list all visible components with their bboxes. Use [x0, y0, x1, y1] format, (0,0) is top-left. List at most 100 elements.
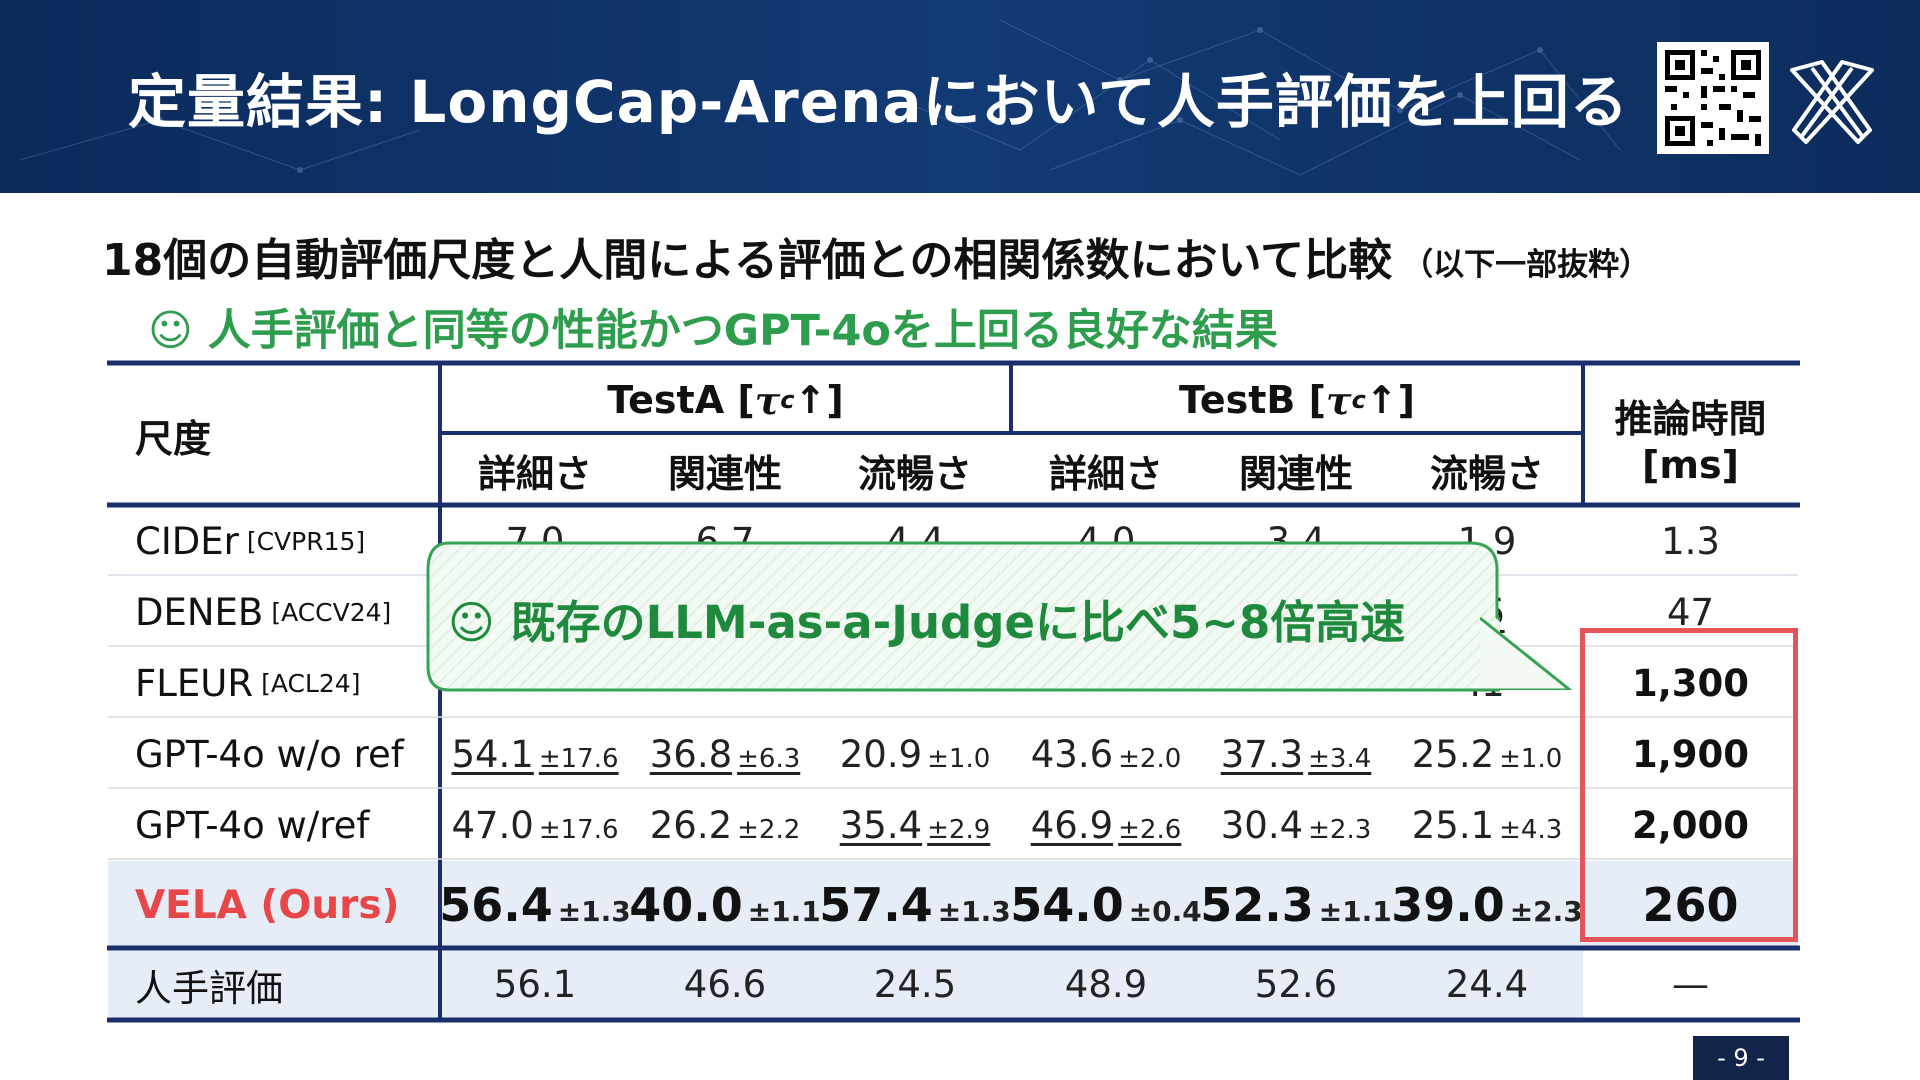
row-label: GPT-4o w/ref [135, 790, 369, 860]
cell-std: ±2.9 [927, 814, 991, 845]
qr-code-icon [1665, 50, 1761, 146]
venue-label: [CVPR15] [246, 526, 366, 556]
inference-time-header: 推論時間 [ms] [1583, 370, 1798, 504]
subheader-1: 関連性 [667, 451, 782, 496]
row-label: GPT-4o w/o ref [135, 719, 404, 789]
cell-value: 54.1 [451, 732, 534, 776]
metric-name: DENEB [135, 590, 264, 634]
table-cell: 36.8 ±6.3 [630, 719, 820, 789]
cell-value: 24.5 [873, 963, 957, 1006]
cell-value: 52.6 [1254, 963, 1338, 1006]
cell-value: 39.0 [1391, 878, 1505, 932]
testA-header: TestA [τ c ↑] [440, 368, 1011, 432]
tau-subscript: c [1351, 386, 1366, 414]
row-label: VELA (Ours) [135, 862, 399, 948]
inference-time-cell: 1,900 [1631, 732, 1750, 776]
cell-std: ±1.3 [937, 895, 1011, 928]
table-cell: 54.0 ±0.4 [1010, 862, 1202, 948]
cell-value: 46.9 [1030, 803, 1114, 847]
metric-name: 人手評価 [135, 966, 283, 1010]
cell-value: 40.0 [629, 878, 743, 932]
inference-time-cell: 47 [1666, 590, 1715, 634]
cell-std: ±1.1 [747, 895, 821, 928]
metric-name: GPT-4o w/o ref [135, 732, 404, 776]
arrow-label: ↑] [1365, 378, 1416, 422]
testB-header: TestB [τ c ↑] [1011, 368, 1583, 432]
cell-value: 52.3 [1200, 878, 1314, 932]
tau-subscript: c [780, 386, 795, 414]
cell-value: 26.2 [649, 803, 733, 847]
time-header-line1: 推論時間 [1614, 396, 1767, 441]
cell-std: ±17.6 [538, 814, 619, 845]
cell-std: ±3.4 [1308, 743, 1372, 774]
row-label: DENEB [ACCV24] [135, 578, 391, 646]
subheader-2: 流暢さ [857, 451, 972, 496]
cell-value: 57.4 [819, 878, 933, 932]
cell-value: 54.0 [1010, 878, 1124, 932]
table-cell: 24.5 [820, 951, 1010, 1018]
table-cell: 30.4 ±2.3 [1201, 790, 1391, 860]
row-label: CIDEr [CVPR15] [135, 507, 365, 575]
venue-label: [ACCV24] [271, 597, 392, 627]
callout-bubble [426, 541, 1500, 692]
table-cell: 56.1 [440, 951, 630, 1018]
qr-code[interactable] [1657, 42, 1769, 154]
callout-text: ☺ 既存のLLM-as-a-Judgeに比べ5~8倍高速 [448, 596, 1406, 649]
table-cell: 26.2 ±2.2 [630, 790, 820, 860]
cell-value: 20.9 [839, 732, 923, 776]
subheader-5: 流暢さ [1429, 451, 1544, 496]
cell-std: ±2.0 [1118, 743, 1182, 774]
cell-std: ±2.6 [1118, 814, 1182, 845]
cell-std: ±2.2 [737, 814, 801, 845]
table-cell: 39.0 ±2.3 [1391, 862, 1583, 948]
cell-value: 56.4 [439, 878, 553, 932]
table-cell: 54.1 ±17.6 [440, 719, 630, 789]
subtitle-text: 18個の自動評価尺度と人間による評価との相関係数において比較 [102, 235, 1393, 286]
row-label: FLEUR [ACL24] [135, 648, 360, 718]
cell-std: ±2.3 [1308, 814, 1372, 845]
title-banner: 定量結果: LongCap-Arenaにおいて人手評価を上回る [0, 0, 1920, 193]
metric-name: VELA (Ours) [135, 882, 400, 928]
cell-std: ±1.1 [1318, 895, 1392, 928]
cell-std: ±1.0 [1499, 743, 1563, 774]
page-number: - 9 - [1693, 1036, 1789, 1080]
cell-value: 30.4 [1220, 803, 1304, 847]
metric-header: 尺度 [135, 416, 212, 461]
cell-value: 48.9 [1064, 963, 1148, 1006]
table-cell: 57.4 ±1.3 [819, 862, 1011, 948]
slide-title: 定量結果: LongCap-Arenaにおいて人手評価を上回る [128, 68, 1629, 136]
cell-value: 25.1 [1411, 803, 1495, 847]
cell-std: ±2.3 [1509, 895, 1583, 928]
arrow-label: ↑] [794, 378, 844, 422]
table-cell: 56.4 ±1.3 [439, 862, 631, 948]
table-cell: 24.4 [1392, 951, 1582, 1018]
cell-std: ±17.6 [538, 743, 619, 774]
cell-value: 35.4 [839, 803, 923, 847]
table-cell: 40.0 ±1.1 [629, 862, 821, 948]
table-cell: 48.9 [1011, 951, 1201, 1018]
time-header-line2: [ms] [1642, 442, 1739, 487]
subheader-0: 詳細さ [477, 451, 592, 496]
table-cell: 46.6 [630, 951, 820, 1018]
cell-value: 24.4 [1445, 963, 1529, 1006]
subheader-3: 詳細さ [1048, 451, 1163, 496]
lab-logo-icon [1790, 60, 1874, 144]
inference-time-highlight-box [1580, 628, 1798, 942]
table-cell: 43.6 ±2.0 [1011, 719, 1201, 789]
table-cell: 20.9 ±1.0 [820, 719, 1010, 789]
testB-label: TestB [ [1178, 378, 1326, 422]
inference-time-cell: — [1672, 963, 1709, 1006]
metric-name: FLEUR [135, 661, 254, 705]
row-label: 人手評価 [135, 951, 283, 1018]
venue-label: [ACL24] [261, 668, 361, 698]
cell-std: ±4.3 [1499, 814, 1563, 845]
cell-value: 43.6 [1030, 732, 1114, 776]
cell-value: 36.8 [649, 732, 733, 776]
metric-name: GPT-4o w/ref [135, 803, 370, 847]
cell-value: 37.3 [1220, 732, 1304, 776]
cell-std: ±1.3 [557, 895, 631, 928]
slide-subtitle: 18個の自動評価尺度と人間による評価との相関係数において比較 （以下一部抜粋） [102, 224, 1650, 288]
table-cell: 47.0 ±17.6 [440, 790, 630, 860]
tau-symbol: τ [754, 377, 781, 423]
